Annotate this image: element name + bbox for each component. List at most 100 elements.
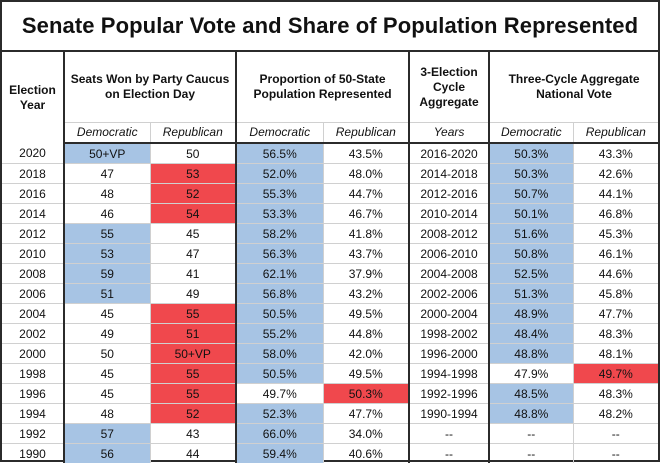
cell-population-democratic: 49.7% — [236, 384, 323, 404]
cell-population-republican: 37.9% — [323, 264, 409, 284]
cell-cycle-years: 2002-2006 — [409, 284, 489, 304]
cell-vote-democratic: 50.8% — [489, 244, 573, 264]
cell-vote-republican: 42.6% — [573, 164, 658, 184]
header-cycle-aggregate: 3-Election Cycle Aggregate — [409, 52, 489, 123]
cell-seats-republican: 52 — [150, 404, 236, 424]
cell-cycle-years: 1990-1994 — [409, 404, 489, 424]
cell-population-democratic: 50.5% — [236, 304, 323, 324]
cell-vote-democratic: 51.6% — [489, 224, 573, 244]
cell-seats-democratic: 50+VP — [64, 143, 150, 164]
subheader-vote-democratic: Democratic — [489, 123, 573, 144]
cell-vote-republican: 46.8% — [573, 204, 658, 224]
cell-election-year: 2018 — [2, 164, 64, 184]
cell-election-year: 2006 — [2, 284, 64, 304]
cell-cycle-years: 1994-1998 — [409, 364, 489, 384]
cell-seats-republican: 50 — [150, 143, 236, 164]
cell-vote-democratic: 47.9% — [489, 364, 573, 384]
election-table: Election Year Seats Won by Party Caucus … — [2, 52, 658, 463]
cell-population-republican: 43.2% — [323, 284, 409, 304]
cell-election-year: 2004 — [2, 304, 64, 324]
cell-vote-democratic: 50.3% — [489, 143, 573, 164]
cell-vote-democratic: 48.8% — [489, 344, 573, 364]
cell-seats-democratic: 57 — [64, 424, 150, 444]
cell-population-democratic: 59.4% — [236, 444, 323, 463]
page-title: Senate Popular Vote and Share of Populat… — [2, 2, 658, 52]
subheader-population-republican: Republican — [323, 123, 409, 144]
cell-population-democratic: 58.2% — [236, 224, 323, 244]
cell-election-year: 1996 — [2, 384, 64, 404]
cell-election-year: 2002 — [2, 324, 64, 344]
cell-vote-republican: 44.6% — [573, 264, 658, 284]
cell-population-republican: 49.5% — [323, 364, 409, 384]
cell-cycle-years: 2004-2008 — [409, 264, 489, 284]
cell-seats-republican: 50+VP — [150, 344, 236, 364]
cell-seats-democratic: 59 — [64, 264, 150, 284]
cell-population-republican: 34.0% — [323, 424, 409, 444]
cell-seats-democratic: 49 — [64, 324, 150, 344]
cell-population-republican: 46.7% — [323, 204, 409, 224]
cell-vote-republican: 45.3% — [573, 224, 658, 244]
cell-election-year: 1994 — [2, 404, 64, 424]
cell-population-democratic: 55.2% — [236, 324, 323, 344]
cell-election-year: 2020 — [2, 143, 64, 164]
cell-seats-democratic: 51 — [64, 284, 150, 304]
cell-seats-republican: 55 — [150, 304, 236, 324]
cell-population-democratic: 52.0% — [236, 164, 323, 184]
cell-seats-democratic: 53 — [64, 244, 150, 264]
cell-population-republican: 41.8% — [323, 224, 409, 244]
header-national-vote: Three-Cycle Aggregate National Vote — [489, 52, 658, 123]
cell-cycle-years: 2010-2014 — [409, 204, 489, 224]
cell-cycle-years: -- — [409, 424, 489, 444]
cell-population-democratic: 66.0% — [236, 424, 323, 444]
cell-population-republican: 43.7% — [323, 244, 409, 264]
cell-cycle-years: -- — [409, 444, 489, 463]
cell-population-democratic: 50.5% — [236, 364, 323, 384]
subheader-vote-republican: Republican — [573, 123, 658, 144]
cell-population-republican: 40.6% — [323, 444, 409, 463]
cell-seats-republican: 51 — [150, 324, 236, 344]
cell-election-year: 2008 — [2, 264, 64, 284]
cell-vote-democratic: 50.3% — [489, 164, 573, 184]
subheader-seats-republican: Republican — [150, 123, 236, 144]
cell-population-republican: 43.5% — [323, 143, 409, 164]
cell-seats-republican: 44 — [150, 444, 236, 463]
cell-vote-republican: -- — [573, 424, 658, 444]
cell-cycle-years: 2012-2016 — [409, 184, 489, 204]
cell-cycle-years: 2016-2020 — [409, 143, 489, 164]
header-election-year: Election Year — [2, 52, 64, 143]
cell-seats-democratic: 47 — [64, 164, 150, 184]
cell-seats-republican: 49 — [150, 284, 236, 304]
cell-population-republican: 42.0% — [323, 344, 409, 364]
cell-vote-democratic: -- — [489, 444, 573, 463]
cell-vote-republican: -- — [573, 444, 658, 463]
cell-population-republican: 44.8% — [323, 324, 409, 344]
cell-population-democratic: 56.8% — [236, 284, 323, 304]
cell-population-republican: 44.7% — [323, 184, 409, 204]
cell-seats-democratic: 55 — [64, 224, 150, 244]
cell-vote-democratic: 48.8% — [489, 404, 573, 424]
cell-cycle-years: 2008-2012 — [409, 224, 489, 244]
cell-seats-democratic: 56 — [64, 444, 150, 463]
cell-cycle-years: 1996-2000 — [409, 344, 489, 364]
cell-vote-republican: 48.3% — [573, 324, 658, 344]
cell-election-year: 2014 — [2, 204, 64, 224]
cell-vote-republican: 43.3% — [573, 143, 658, 164]
cell-vote-republican: 48.1% — [573, 344, 658, 364]
cell-election-year: 2000 — [2, 344, 64, 364]
cell-seats-democratic: 45 — [64, 304, 150, 324]
cell-vote-republican: 48.3% — [573, 384, 658, 404]
cell-seats-democratic: 48 — [64, 404, 150, 424]
cell-vote-democratic: 48.9% — [489, 304, 573, 324]
